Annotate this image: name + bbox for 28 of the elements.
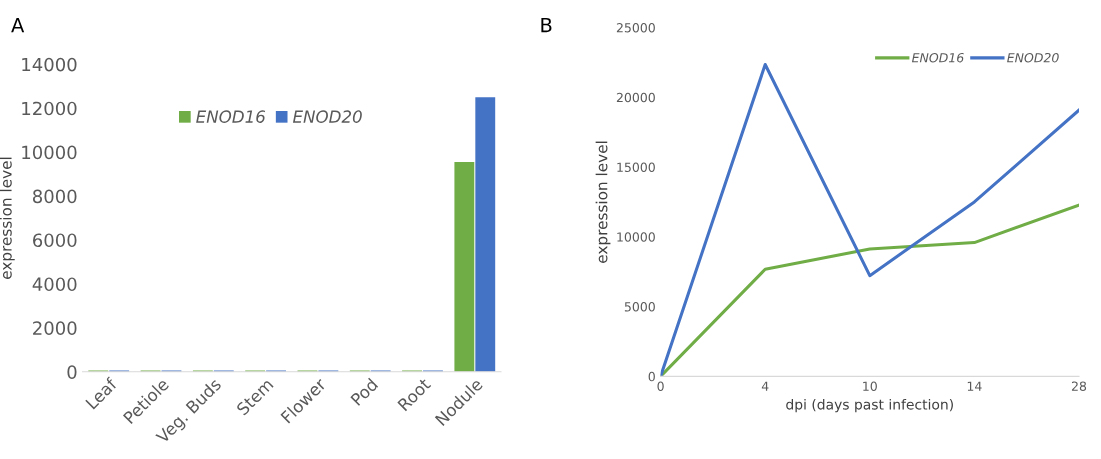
x-tick-label: 4: [761, 381, 769, 391]
y-tick-label: 14000: [22, 57, 77, 72]
y-tick-label: 25000: [616, 23, 655, 33]
y-tick-label: 15000: [617, 162, 655, 172]
chart-title: A: [11, 17, 25, 33]
chart-title: B: [541, 17, 552, 33]
x-axis-title: dpi (days past infection): [786, 398, 953, 413]
x-tick-label: 0: [657, 381, 664, 391]
y-tick-label: 20000: [616, 92, 655, 103]
y-tick-label: 2000: [33, 321, 77, 335]
y-tick-label: 0: [67, 365, 77, 379]
x-tick-label: 28: [1071, 381, 1087, 391]
x-tick-label: 10: [863, 381, 877, 391]
y-tick-label: 8000: [32, 189, 77, 204]
legend-label: ENOD16: [911, 52, 964, 63]
y-tick-label: 4000: [32, 277, 77, 292]
y-tick-label: 12000: [22, 101, 77, 116]
y-axis-title: expression level: [0, 157, 15, 279]
y-axis-title: expression level: [595, 141, 611, 263]
y-tick-label: 10000: [617, 232, 655, 242]
legend-label: ENOD20: [1007, 52, 1059, 63]
legend-label: ENOD16: [196, 110, 266, 123]
y-tick-label: 10000: [22, 145, 77, 160]
y-tick-label: 6000: [33, 233, 77, 248]
x-tick-label: 14: [967, 381, 982, 391]
legend-label: ENOD20: [292, 110, 362, 123]
x-tick-label: Pod: [350, 377, 379, 406]
y-tick-label: 5000: [624, 302, 655, 312]
